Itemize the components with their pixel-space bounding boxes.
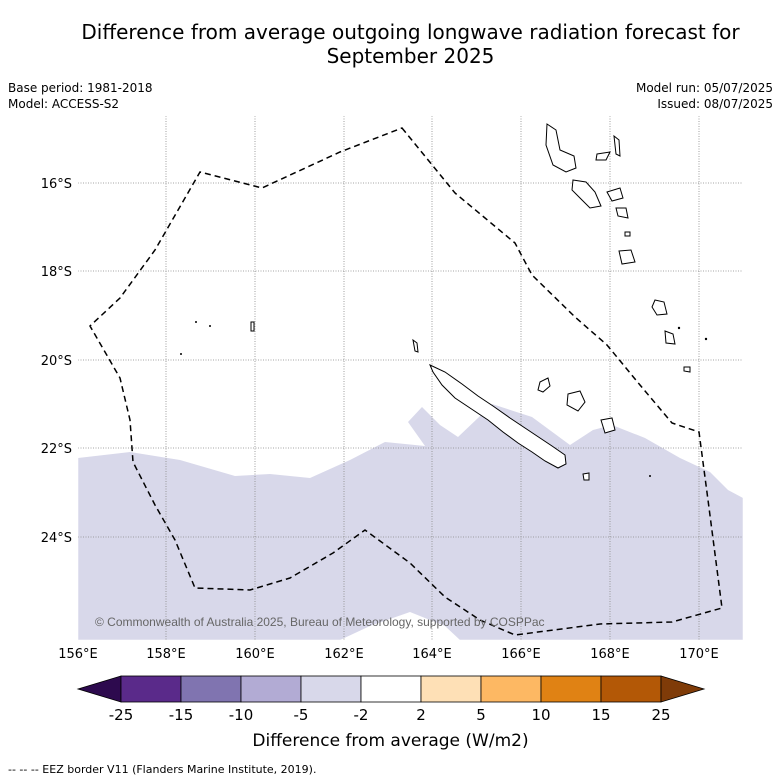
lon-label: 156°E — [58, 647, 98, 662]
lat-label: 22°S — [41, 442, 72, 457]
colorbar-ticks: -25 -15 -10 -5 -2 2 5 10 15 25 — [109, 706, 671, 724]
vanuatu-island-8 — [624, 231, 631, 237]
vanuatu-espiritu-santo — [545, 123, 577, 173]
vanuatu-island-5 — [606, 187, 624, 202]
colorbar-label: Difference from average (W/m2) — [252, 731, 529, 751]
islet-4 — [250, 321, 255, 332]
lon-label: 166°E — [501, 647, 541, 662]
title-line-2: September 2025 — [326, 44, 495, 68]
lat-label: 16°S — [41, 177, 72, 192]
colorbar-tick: -2 — [354, 706, 369, 724]
lon-label: 160°E — [235, 647, 275, 662]
colorbar-tick: 10 — [531, 706, 550, 724]
colorbar-segment — [180, 675, 242, 703]
islet-5 — [195, 321, 197, 323]
metadata-right: Model run: 05/07/2025 Issued: 08/07/2025 — [636, 80, 773, 112]
lat-label: 20°S — [41, 354, 72, 369]
colorbar — [76, 675, 706, 703]
lon-label: 158°E — [146, 647, 186, 662]
colorbar-max-arrow — [660, 675, 706, 703]
colorbar-tick: -15 — [169, 706, 194, 724]
colorbar-tick: 5 — [476, 706, 486, 724]
anomaly-region — [78, 404, 743, 640]
islet-8 — [704, 337, 708, 341]
colorbar-segment — [480, 675, 542, 703]
colorbar-segment — [600, 675, 662, 703]
loyalty-island-1 — [537, 377, 551, 393]
map-frame — [77, 115, 744, 641]
islet-6 — [180, 353, 182, 355]
colorbar-tick: -10 — [229, 706, 254, 724]
colorbar-segment — [540, 675, 602, 703]
issued-date: Issued: 08/07/2025 — [657, 97, 773, 111]
metadata-left: Base period: 1981-2018 Model: ACCESS-S2 — [8, 80, 153, 112]
colorbar-tick: -25 — [109, 706, 134, 724]
colorbar-min-arrow — [76, 675, 122, 703]
islet-3 — [683, 366, 691, 373]
colorbar-segment — [420, 675, 482, 703]
title-line-1: Difference from average outgoing longwav… — [81, 20, 740, 44]
map-title: Difference from average outgoing longwav… — [40, 20, 781, 68]
longitude-labels: 156°E 158°E 160°E 162°E 164°E 166°E 168°… — [58, 647, 719, 662]
loyalty-island-3 — [600, 417, 616, 434]
isle-of-pines — [582, 472, 590, 481]
colorbar-tick: -5 — [294, 706, 309, 724]
colorbar-tick: 15 — [591, 706, 610, 724]
copyright-text: © Commonwealth of Australia 2025, Bureau… — [95, 615, 545, 629]
islet-2 — [664, 330, 676, 345]
vanuatu-malakula — [571, 179, 602, 209]
vanuatu-island-2 — [595, 151, 611, 161]
vanuatu-efate — [615, 207, 629, 219]
lon-label: 168°E — [590, 647, 630, 662]
vanuatu-erromango — [618, 249, 636, 265]
eez-legend-footer: -- -- -- EEZ border V11 (Flanders Marine… — [8, 763, 317, 776]
latitude-labels: 16°S 18°S 20°S 22°S 24°S — [41, 177, 72, 546]
vanuatu-island-3 — [613, 134, 621, 157]
colorbar-tick: 2 — [416, 706, 426, 724]
base-period: Base period: 1981-2018 — [8, 81, 153, 95]
eez-border — [89, 127, 723, 636]
islet-7 — [209, 325, 211, 327]
colorbar-tick: 25 — [651, 706, 670, 724]
islet-1 — [651, 299, 668, 316]
lon-label: 164°E — [412, 647, 452, 662]
belep-islands — [412, 338, 419, 353]
colorbar-segment — [120, 675, 182, 703]
lon-label: 162°E — [324, 647, 364, 662]
colorbar-segment — [240, 675, 302, 703]
new-caledonia-island — [429, 363, 567, 469]
model-run: Model run: 05/07/2025 — [635, 81, 773, 95]
islet-10 — [677, 326, 681, 330]
colorbar-segment — [360, 675, 422, 703]
lat-label: 18°S — [41, 265, 72, 280]
islet-9 — [649, 475, 651, 477]
lat-label: 24°S — [41, 531, 72, 546]
colorbar-segment — [300, 675, 362, 703]
gridlines — [78, 116, 743, 640]
lon-label: 170°E — [679, 647, 719, 662]
model-name: Model: ACCESS-S2 — [8, 97, 120, 111]
loyalty-island-2 — [566, 390, 586, 412]
